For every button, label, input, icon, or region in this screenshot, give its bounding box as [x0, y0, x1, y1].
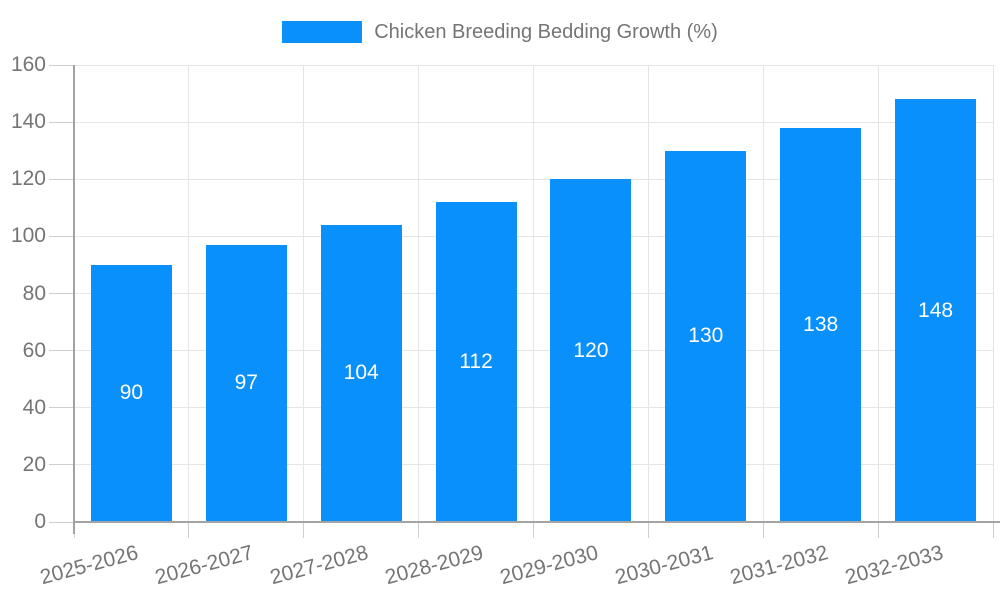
x-tick-label: 2025-2026 [38, 541, 142, 590]
bar-2025-2026[interactable]: 90 [90, 264, 172, 522]
y-tick-label: 120 [10, 167, 46, 191]
x-tick-label: 2032-2033 [842, 541, 946, 590]
y-tick-mark [49, 350, 74, 352]
bar-2027-2028[interactable]: 104 [320, 224, 402, 522]
bar-value-label: 148 [918, 298, 954, 322]
bar-value-label: 120 [573, 338, 609, 362]
x-tick-mark [877, 522, 879, 538]
bar-2026-2027[interactable]: 97 [205, 244, 287, 522]
x-tick-label: 2029-2030 [497, 541, 601, 590]
x-tick-label: 2026-2027 [153, 541, 257, 590]
x-gridline [303, 65, 305, 522]
bar-value-label: 97 [234, 371, 258, 395]
bar-value-label: 112 [459, 350, 493, 374]
x-tick-mark [418, 522, 420, 538]
y-tick-mark [49, 293, 74, 294]
y-tick-mark [49, 121, 74, 123]
y-tick-mark [49, 521, 74, 523]
x-tick-mark [533, 522, 534, 538]
x-gridline [762, 65, 764, 522]
x-tick-mark [303, 522, 305, 538]
legend-label: Chicken Breeding Bedding Growth (%) [374, 21, 718, 43]
y-tick-label: 140 [10, 110, 46, 134]
bar-value-label: 90 [119, 381, 144, 405]
y-tick-mark [49, 407, 74, 409]
bar-2030-2031[interactable]: 130 [665, 150, 747, 522]
x-tick-label: 2027-2028 [267, 541, 371, 590]
x-tick-label: 2028-2029 [382, 541, 486, 590]
bar-value-label: 138 [803, 312, 839, 336]
x-tick-mark [762, 522, 764, 538]
bar-2032-2033[interactable]: 148 [895, 99, 977, 522]
x-gridline [992, 65, 994, 522]
x-tick-mark [992, 522, 994, 538]
x-axis-line [74, 521, 1000, 523]
x-gridline [418, 65, 420, 522]
y-tick-label: 0 [34, 510, 46, 533]
y-tick-mark [49, 178, 74, 180]
legend-swatch [282, 21, 363, 43]
y-axis-line [73, 65, 75, 534]
y-tick-mark [49, 235, 74, 237]
x-tick-mark [647, 522, 649, 538]
y-tick-label: 160 [10, 53, 46, 76]
x-tick-mark [188, 522, 190, 538]
y-tick-label: 80 [22, 281, 46, 305]
bar-value-label: 130 [688, 324, 724, 348]
y-tick-mark [49, 464, 74, 466]
x-gridline [188, 65, 190, 522]
plot-area: 0 20 40 60 80 100 120 140 160 90 97 104 112 120 130 138… [11, 54, 1000, 589]
x-gridline [533, 65, 534, 522]
y-tick-mark [49, 64, 74, 66]
legend[interactable]: Chicken Breeding Bedding Growth (%) [0, 21, 1000, 43]
bar-value-label: 104 [343, 361, 379, 385]
y-tick-label: 20 [22, 452, 46, 476]
x-gridline [647, 65, 649, 522]
bar-2028-2029[interactable]: 112 [435, 202, 517, 522]
x-tick-label: 2031-2032 [727, 541, 831, 590]
x-gridline [877, 65, 879, 522]
bar-2031-2032[interactable]: 138 [780, 127, 862, 522]
y-tick-label: 60 [22, 338, 46, 362]
x-tick-label: 2030-2031 [612, 541, 716, 590]
y-tick-label: 40 [22, 395, 46, 419]
bar-2029-2030[interactable]: 120 [550, 179, 632, 522]
y-tick-label: 100 [10, 224, 46, 248]
